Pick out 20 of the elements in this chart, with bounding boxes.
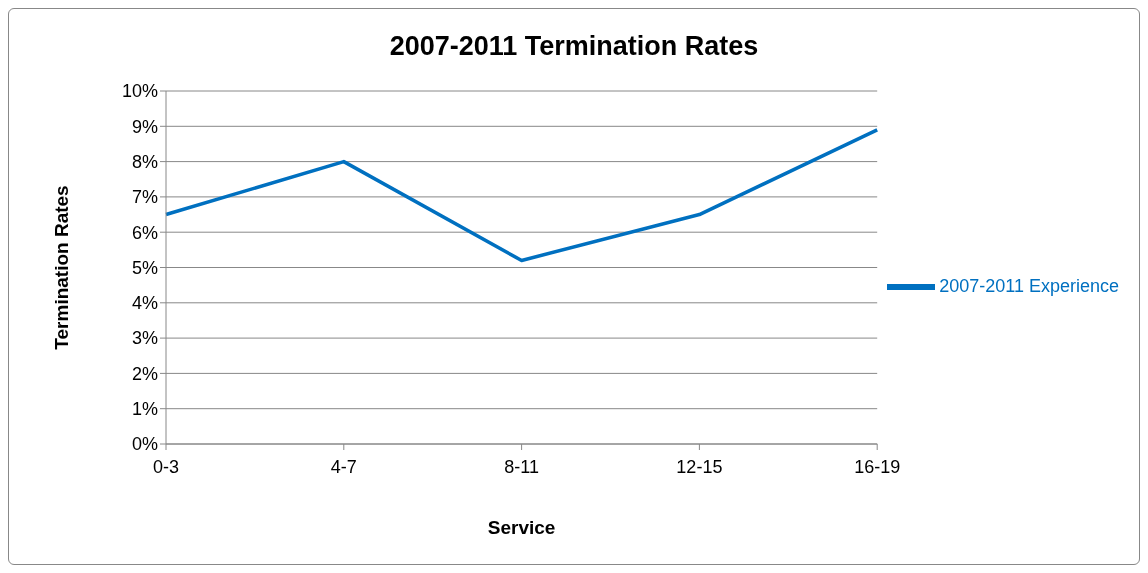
- y-tick-label: 2%: [131, 363, 158, 384]
- y-tick-label: 3%: [131, 328, 158, 349]
- x-tick-label: 12-15: [676, 456, 723, 477]
- y-tick-label: 4%: [131, 293, 158, 314]
- x-tick-label: 0-3: [152, 456, 180, 477]
- x-tick-label: 8-11: [504, 456, 539, 477]
- x-axis-title: Service: [487, 517, 556, 538]
- chart-title: 2007-2011 Termination Rates: [388, 31, 760, 62]
- y-tick-label: 5%: [131, 257, 158, 278]
- y-axis-title: Termination Rates: [50, 185, 72, 350]
- y-tick-label: 1%: [131, 399, 158, 420]
- y-tick-label: 6%: [131, 222, 158, 243]
- y-tick-label: 8%: [131, 151, 158, 172]
- y-tick-label: 10%: [121, 81, 158, 102]
- y-tick-label: 9%: [131, 116, 158, 137]
- y-tick-label: 0%: [131, 434, 158, 455]
- x-tick-label: 4-7: [330, 456, 357, 477]
- x-tick-label: 16-19: [854, 456, 901, 477]
- legend-label: 2007-2011 Experience: [939, 275, 1119, 296]
- y-tick-label: 7%: [131, 187, 158, 208]
